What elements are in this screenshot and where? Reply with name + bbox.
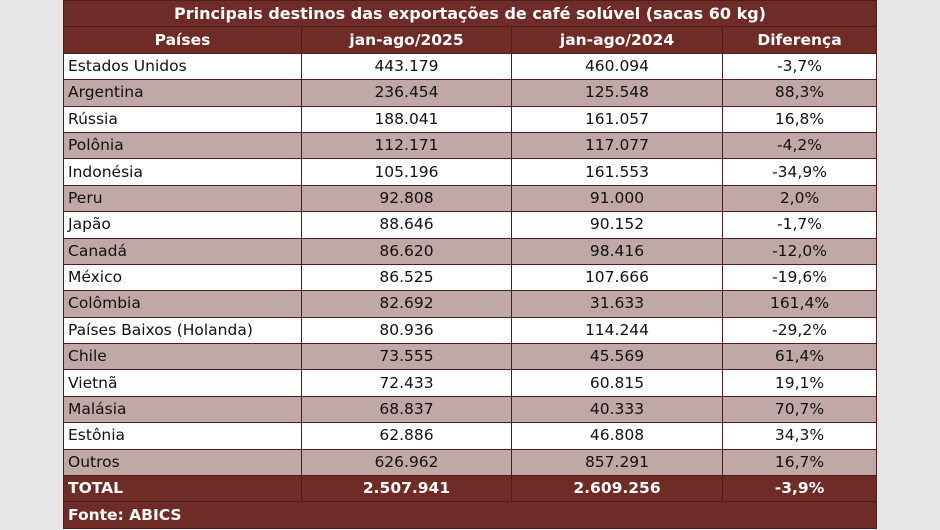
table-row: Peru 92.808 91.000 2,0% (63, 184, 878, 213)
country-cell: Colômbia (63, 290, 302, 318)
source-row: Fonte: ABICS (62, 501, 878, 529)
total-2024: 2.609.256 (511, 475, 723, 503)
difference-cell: 16,7% (721, 448, 878, 477)
country-cell: Polônia (63, 131, 302, 160)
country-cell: Peru (63, 184, 302, 213)
difference-cell: 70,7% (721, 395, 878, 424)
value-2025-cell: 72.433 (301, 369, 512, 397)
country-cell: Rússia (63, 105, 302, 133)
difference-cell: 34,3% (721, 422, 878, 450)
table-row: Vietnã 72.433 60.815 19,1% (63, 369, 878, 397)
value-2025-cell: 443.179 (301, 52, 512, 81)
value-2024-cell: 46.808 (511, 422, 723, 450)
total-difference: -3,9% (721, 475, 878, 503)
header-countries: Países (63, 26, 302, 54)
header-2025: jan-ago/2025 (301, 26, 512, 54)
table-row: México 86.525 107.666 -19,6% (63, 263, 878, 292)
table-row: Rússia 188.041 161.057 16,8% (63, 105, 878, 133)
total-row: TOTAL 2.507.941 2.609.256 -3,9% (63, 475, 878, 503)
difference-cell: -1,7% (721, 211, 878, 239)
table-header-row: Países jan-ago/2025 jan-ago/2024 Diferen… (63, 26, 878, 54)
source-note: Fonte: ABICS (62, 501, 878, 529)
difference-cell: -34,9% (721, 158, 878, 186)
country-cell: Canadá (63, 237, 302, 265)
value-2025-cell: 236.454 (301, 79, 512, 107)
value-2025-cell: 86.620 (301, 237, 512, 265)
value-2025-cell: 188.041 (301, 105, 512, 133)
table-row: Estados Unidos 443.179 460.094 -3,7% (63, 52, 878, 81)
value-2024-cell: 91.000 (511, 184, 723, 213)
country-cell: Malásia (63, 395, 302, 424)
country-cell: Estônia (63, 422, 302, 450)
table-row: Argentina 236.454 125.548 88,3% (63, 79, 878, 107)
difference-cell: -29,2% (721, 316, 878, 345)
value-2025-cell: 80.936 (301, 316, 512, 345)
table-row: Malásia 68.837 40.333 70,7% (63, 395, 878, 424)
coffee-exports-table: Principais destinos das exportações de c… (62, 0, 878, 529)
difference-cell: 88,3% (721, 79, 878, 107)
difference-cell: -12,0% (721, 237, 878, 265)
table-row: Indonésia 105.196 161.553 -34,9% (63, 158, 878, 186)
table-row: Outros 626.962 857.291 16,7% (63, 448, 878, 477)
value-2024-cell: 460.094 (511, 52, 723, 81)
country-cell: Japão (63, 211, 302, 239)
difference-cell: -4,2% (721, 131, 878, 160)
header-2024: jan-ago/2024 (511, 26, 723, 54)
export-table-panel: Principais destinos das exportações de c… (62, 0, 878, 530)
value-2025-cell: 88.646 (301, 211, 512, 239)
value-2024-cell: 125.548 (511, 79, 723, 107)
value-2025-cell: 68.837 (301, 395, 512, 424)
country-cell: Chile (63, 343, 302, 371)
table-row: Estônia 62.886 46.808 34,3% (63, 422, 878, 450)
value-2025-cell: 86.525 (301, 263, 512, 292)
value-2024-cell: 107.666 (511, 263, 723, 292)
country-cell: Indonésia (63, 158, 302, 186)
total-2025: 2.507.941 (301, 475, 512, 503)
value-2024-cell: 114.244 (511, 316, 723, 345)
header-difference: Diferença (721, 26, 878, 54)
value-2024-cell: 857.291 (511, 448, 723, 477)
value-2024-cell: 161.553 (511, 158, 723, 186)
value-2025-cell: 105.196 (301, 158, 512, 186)
value-2024-cell: 90.152 (511, 211, 723, 239)
table-row: Polônia 112.171 117.077 -4,2% (63, 131, 878, 160)
value-2024-cell: 45.569 (511, 343, 723, 371)
value-2025-cell: 626.962 (301, 448, 512, 477)
value-2025-cell: 112.171 (301, 131, 512, 160)
difference-cell: -19,6% (721, 263, 878, 292)
value-2024-cell: 40.333 (511, 395, 723, 424)
difference-cell: 19,1% (721, 369, 878, 397)
total-label: TOTAL (63, 475, 302, 503)
table-row: Países Baixos (Holanda) 80.936 114.244 -29,… (63, 316, 878, 345)
table-title-row: Principais destinos das exportações de c… (62, 0, 878, 28)
country-cell: Argentina (63, 79, 302, 107)
value-2024-cell: 117.077 (511, 131, 723, 160)
value-2025-cell: 62.886 (301, 422, 512, 450)
table-row: Colômbia 82.692 31.633 161,4% (63, 290, 878, 318)
value-2025-cell: 92.808 (301, 184, 512, 213)
table-title: Principais destinos das exportações de c… (62, 0, 878, 28)
value-2024-cell: 60.815 (511, 369, 723, 397)
value-2024-cell: 161.057 (511, 105, 723, 133)
value-2024-cell: 98.416 (511, 237, 723, 265)
value-2024-cell: 31.633 (511, 290, 723, 318)
difference-cell: 16,8% (721, 105, 878, 133)
country-cell: Estados Unidos (63, 52, 302, 81)
table-row: Japão 88.646 90.152 -1,7% (63, 211, 878, 239)
difference-cell: -3,7% (721, 52, 878, 81)
country-cell: Outros (63, 448, 302, 477)
country-cell: Vietnã (63, 369, 302, 397)
value-2025-cell: 82.692 (301, 290, 512, 318)
difference-cell: 61,4% (721, 343, 878, 371)
table-row: Chile 73.555 45.569 61,4% (63, 343, 878, 371)
difference-cell: 2,0% (721, 184, 878, 213)
country-cell: México (63, 263, 302, 292)
table-row: Canadá 86.620 98.416 -12,0% (63, 237, 878, 265)
country-cell: Países Baixos (Holanda) (63, 316, 302, 345)
difference-cell: 161,4% (721, 290, 878, 318)
value-2025-cell: 73.555 (301, 343, 512, 371)
